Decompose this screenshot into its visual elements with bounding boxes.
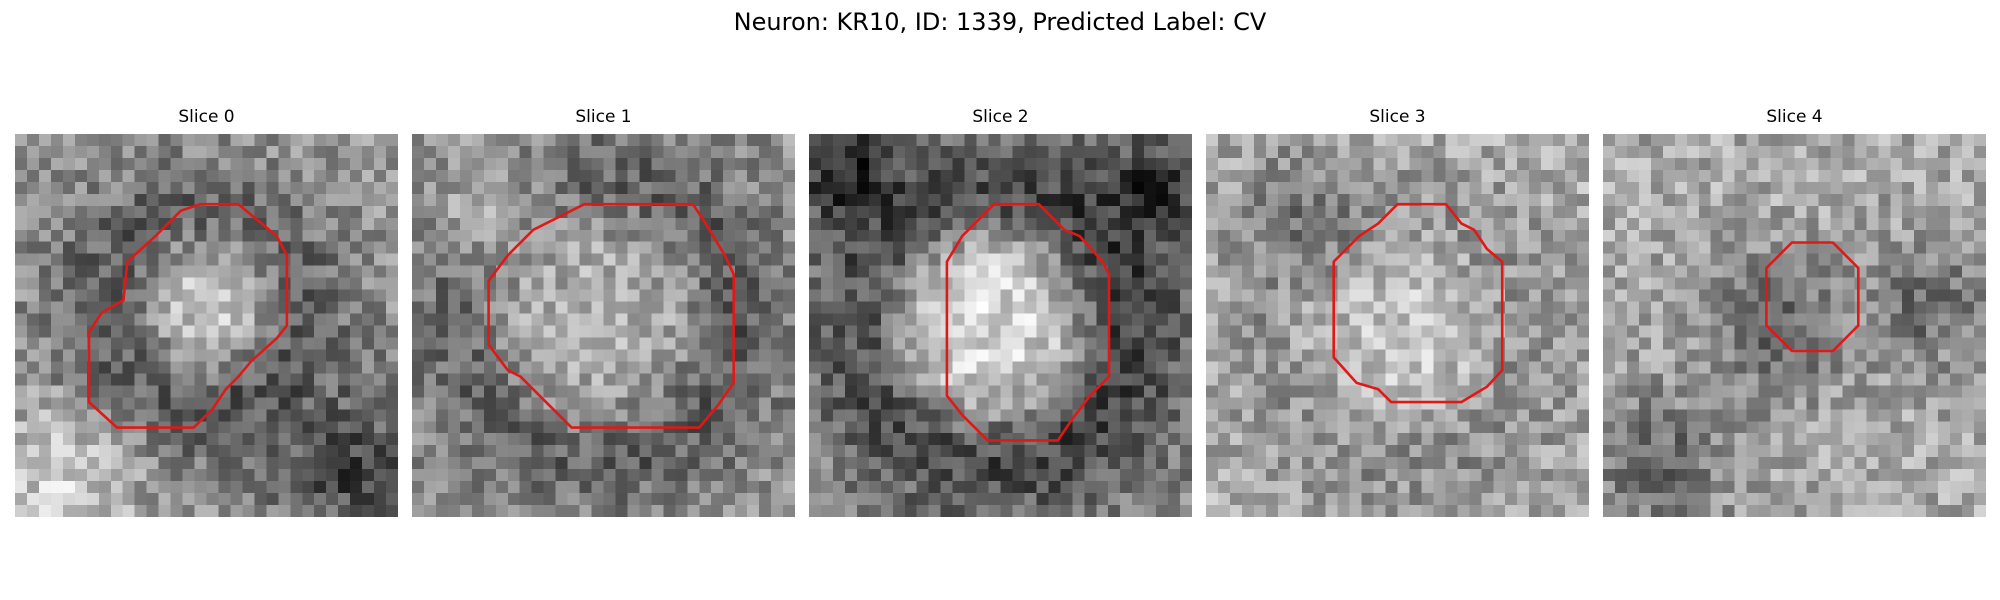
slice-title-4: Slice 4 xyxy=(1766,107,1823,127)
slice-panel-1: Slice 1 xyxy=(412,107,795,526)
cell-outline xyxy=(87,202,289,429)
slice-pixels xyxy=(1206,134,1589,517)
slice-panel-0: Slice 0 xyxy=(15,107,398,526)
slice-panel-3: Slice 3 xyxy=(1206,107,1589,526)
slice-image-3 xyxy=(1206,134,1589,517)
slice-pixels xyxy=(15,134,398,517)
slice-pixels xyxy=(412,134,795,517)
cell-outline xyxy=(945,202,1111,442)
slice-title-0: Slice 0 xyxy=(178,107,235,127)
slice-panel-4: Slice 4 xyxy=(1603,107,1986,526)
cell-outline xyxy=(487,202,736,429)
slice-title-1: Slice 1 xyxy=(575,107,632,127)
slice-title-2: Slice 2 xyxy=(972,107,1029,127)
slice-panel-2: Slice 2 xyxy=(809,107,1192,526)
slice-image-4 xyxy=(1603,134,1986,517)
slice-image-0 xyxy=(15,134,398,517)
cell-outline xyxy=(1332,202,1504,404)
cell-outline xyxy=(1765,241,1860,353)
figure-title: Neuron: KR10, ID: 1339, Predicted Label:… xyxy=(733,8,1267,36)
slice-image-2 xyxy=(809,134,1192,517)
slice-title-3: Slice 3 xyxy=(1369,107,1426,127)
slice-pixels xyxy=(1603,134,1986,517)
slice-pixels xyxy=(809,134,1192,517)
slice-image-1 xyxy=(412,134,795,517)
